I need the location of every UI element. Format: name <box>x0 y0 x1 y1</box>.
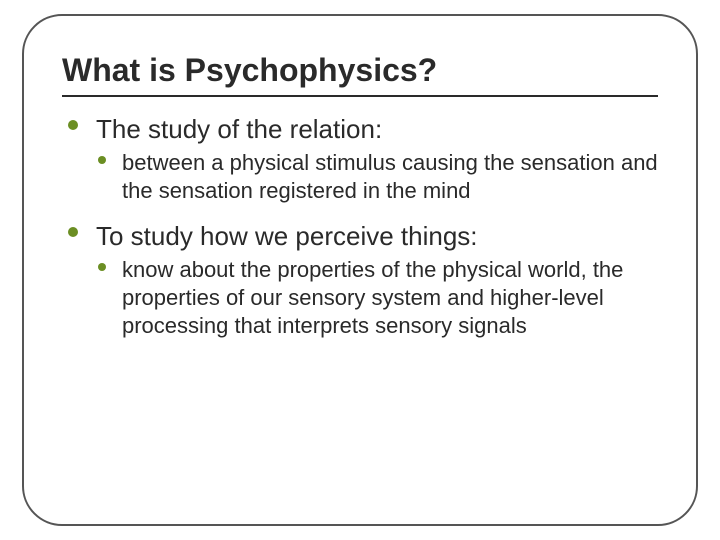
disc-bullet-icon <box>68 227 78 237</box>
slide-frame: What is Psychophysics? The study of the … <box>22 14 698 526</box>
list-item: To study how we perceive things: know ab… <box>62 220 658 341</box>
dot-bullet-icon <box>98 156 106 164</box>
sub-list: know about the properties of the physica… <box>96 256 658 340</box>
sub-list-item: know about the properties of the physica… <box>96 256 658 340</box>
list-item: The study of the relation: between a phy… <box>62 113 658 206</box>
sub-list-item-text: between a physical stimulus causing the … <box>122 149 658 205</box>
sub-list: between a physical stimulus causing the … <box>96 149 658 205</box>
bullet-list: The study of the relation: between a phy… <box>62 113 658 341</box>
slide: What is Psychophysics? The study of the … <box>0 0 720 540</box>
list-item-text: The study of the relation: <box>96 113 658 146</box>
sub-list-item: between a physical stimulus causing the … <box>96 149 658 205</box>
slide-title: What is Psychophysics? <box>62 52 658 89</box>
title-underline <box>62 95 658 97</box>
list-item-text: To study how we perceive things: <box>96 220 658 253</box>
sub-list-item-text: know about the properties of the physica… <box>122 256 658 340</box>
disc-bullet-icon <box>68 120 78 130</box>
dot-bullet-icon <box>98 263 106 271</box>
